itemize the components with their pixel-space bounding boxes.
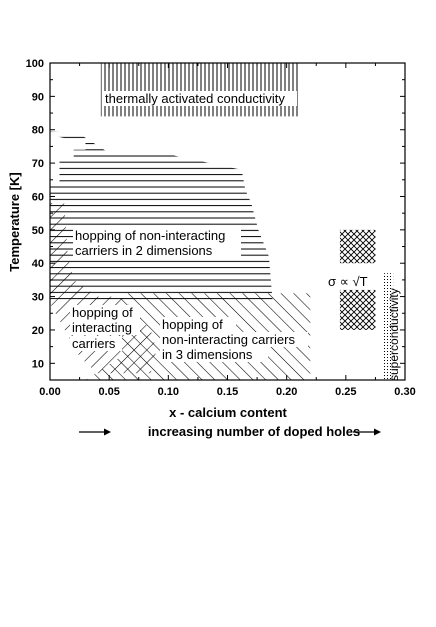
- x-axis-title: x - calcium content: [169, 405, 287, 420]
- label-sigma-bg: [326, 274, 378, 289]
- y-tick-label: 100: [26, 58, 44, 70]
- arrow-left-head: [104, 428, 111, 436]
- x-tick-label: 0.00: [39, 386, 60, 398]
- label-interacting-line1: hopping of: [72, 305, 133, 320]
- region-superconductivity: [382, 273, 394, 380]
- label-thermal-bg: [103, 91, 297, 106]
- y-axis-title: Temperature [K]: [7, 172, 22, 271]
- label-2d-line2: carriers in 2 dimensions: [75, 243, 213, 258]
- y-tick-label: 10: [32, 358, 44, 370]
- x-tick-label: 0.20: [276, 386, 297, 398]
- y-tick-label: 40: [32, 258, 44, 270]
- x-axis-subtitle: increasing number of doped holes: [79, 424, 381, 439]
- x-tick-label: 0.05: [98, 386, 119, 398]
- label-3d-line2-bg: [160, 332, 308, 347]
- labels-layer: thermally activated conductivity hopping …: [70, 91, 401, 381]
- region-2d-hopping: [50, 131, 273, 300]
- y-tick-label: 90: [32, 91, 44, 103]
- region-thermal: [100, 63, 299, 117]
- region-sqrt-lower: [339, 289, 376, 330]
- x-tick-label: 0.15: [217, 386, 238, 398]
- region-sqrt-upper: [339, 229, 376, 264]
- label-interacting-line2: interacting: [72, 320, 132, 335]
- arrow-right-head: [374, 428, 381, 436]
- label-2d-line1: hopping of non-interacting: [75, 228, 225, 243]
- label-2d-line1-bg: [73, 228, 241, 243]
- label-2d-line2-bg: [73, 243, 241, 258]
- y-tick-label: 80: [32, 125, 44, 137]
- label-3d-line1: hopping of: [162, 317, 223, 332]
- label-3d-line3-bg: [160, 347, 268, 362]
- label-interacting-line1-bg: [70, 305, 140, 320]
- label-sigma: σ ∝ √T: [328, 274, 368, 289]
- ticks-layer: 0.00 0.05 0.10 0.15 0.20 0.25 0.30 10 20 30 40 50 60…: [26, 58, 416, 398]
- y-tick-label: 30: [32, 292, 44, 304]
- label-3d-line3: in 3 dimensions: [162, 347, 253, 362]
- y-tick-label: 70: [32, 158, 44, 170]
- label-interacting-line2-bg: [70, 320, 140, 335]
- label-3d-line2: non-interacting carriers: [162, 332, 295, 347]
- y-tick-label: 20: [32, 325, 44, 337]
- label-interacting-line3: carriers: [72, 336, 116, 351]
- x-tick-label: 0.10: [158, 386, 179, 398]
- x-tick-label: 0.30: [394, 386, 415, 398]
- y-tick-label: 60: [32, 191, 44, 203]
- label-superconductivity: superconductivity: [387, 288, 401, 381]
- label-interacting-line3-bg: [70, 336, 122, 351]
- label-thermal: thermally activated conductivity: [105, 91, 285, 106]
- y-tick-label: 50: [32, 225, 44, 237]
- x-tick-label: 0.25: [335, 386, 356, 398]
- label-3d-line1-bg: [160, 317, 236, 332]
- x-axis-subtitle-text: increasing number of doped holes: [148, 424, 360, 439]
